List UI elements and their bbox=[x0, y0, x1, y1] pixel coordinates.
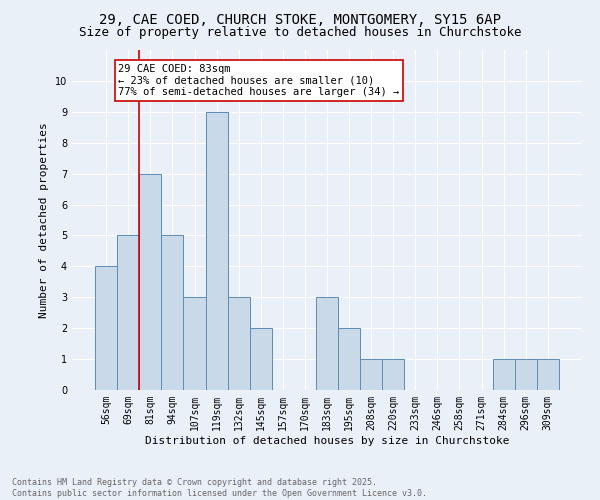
Bar bbox=[338, 328, 360, 390]
Bar bbox=[493, 359, 515, 390]
Text: 29 CAE COED: 83sqm
← 23% of detached houses are smaller (10)
77% of semi-detache: 29 CAE COED: 83sqm ← 23% of detached hou… bbox=[118, 64, 400, 97]
Bar bbox=[316, 298, 338, 390]
Bar bbox=[227, 298, 250, 390]
Bar bbox=[382, 359, 404, 390]
Bar bbox=[184, 298, 206, 390]
Y-axis label: Number of detached properties: Number of detached properties bbox=[40, 122, 49, 318]
Bar bbox=[515, 359, 537, 390]
Bar bbox=[250, 328, 272, 390]
Bar bbox=[537, 359, 559, 390]
Text: Contains HM Land Registry data © Crown copyright and database right 2025.
Contai: Contains HM Land Registry data © Crown c… bbox=[12, 478, 427, 498]
Bar bbox=[139, 174, 161, 390]
Bar bbox=[161, 236, 184, 390]
Bar bbox=[360, 359, 382, 390]
Text: Size of property relative to detached houses in Churchstoke: Size of property relative to detached ho… bbox=[79, 26, 521, 39]
Bar bbox=[95, 266, 117, 390]
Bar bbox=[117, 236, 139, 390]
Bar bbox=[206, 112, 227, 390]
X-axis label: Distribution of detached houses by size in Churchstoke: Distribution of detached houses by size … bbox=[145, 436, 509, 446]
Text: 29, CAE COED, CHURCH STOKE, MONTGOMERY, SY15 6AP: 29, CAE COED, CHURCH STOKE, MONTGOMERY, … bbox=[99, 12, 501, 26]
